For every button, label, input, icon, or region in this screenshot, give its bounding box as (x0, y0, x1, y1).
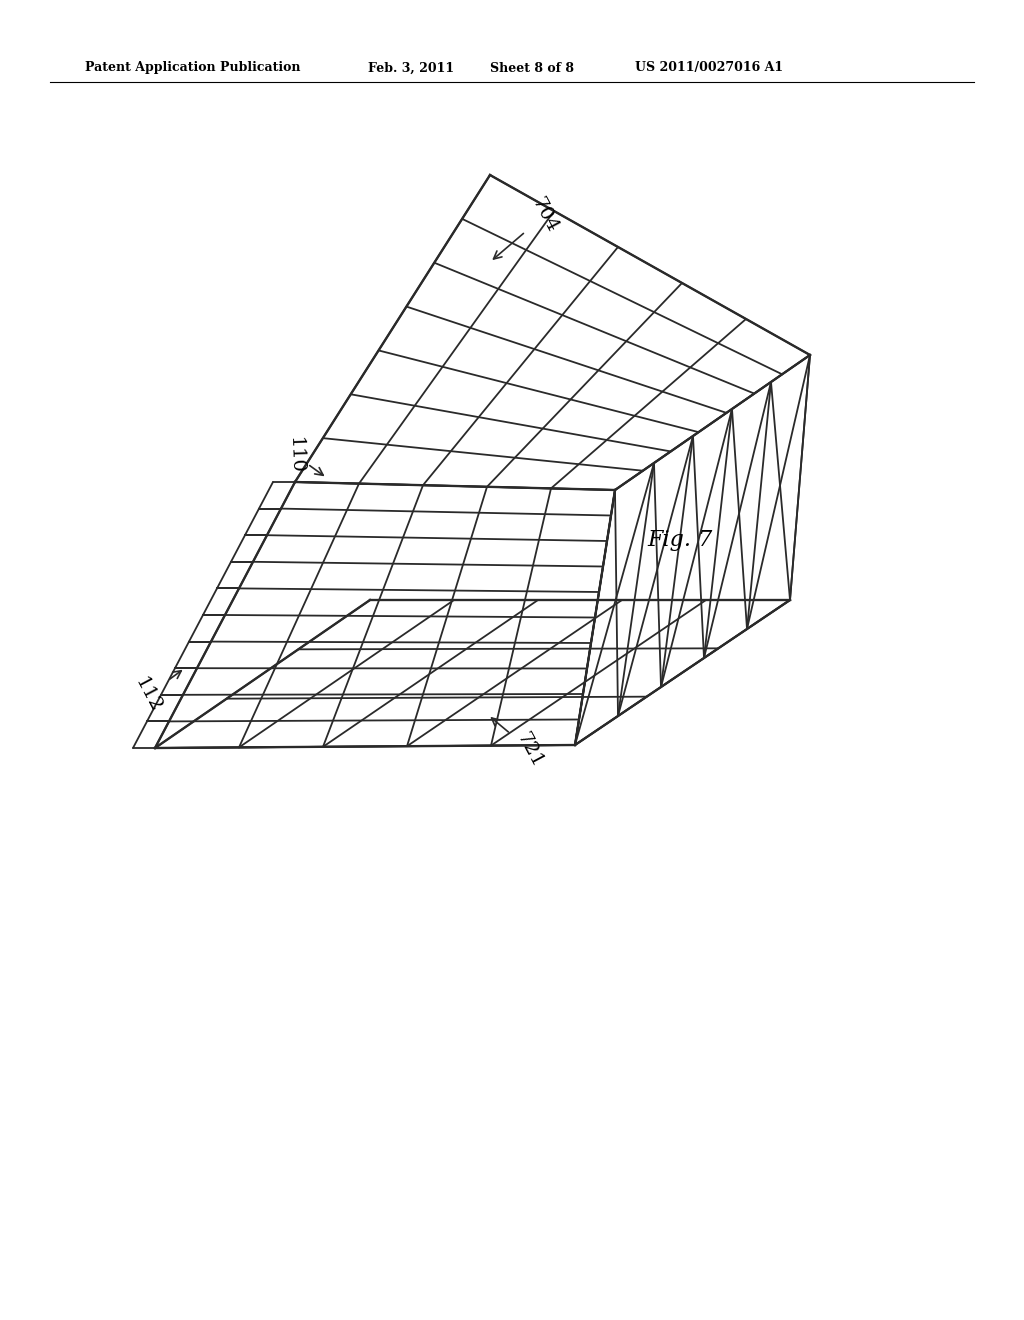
Text: US 2011/0027016 A1: US 2011/0027016 A1 (635, 62, 783, 74)
Text: 110: 110 (286, 436, 324, 475)
Text: Fig. 7: Fig. 7 (647, 529, 713, 550)
Text: Patent Application Publication: Patent Application Publication (85, 62, 300, 74)
Text: Feb. 3, 2011: Feb. 3, 2011 (368, 62, 454, 74)
Text: 704: 704 (494, 194, 561, 259)
Text: Sheet 8 of 8: Sheet 8 of 8 (490, 62, 574, 74)
Text: 112: 112 (131, 671, 181, 715)
Text: 721: 721 (492, 718, 547, 771)
